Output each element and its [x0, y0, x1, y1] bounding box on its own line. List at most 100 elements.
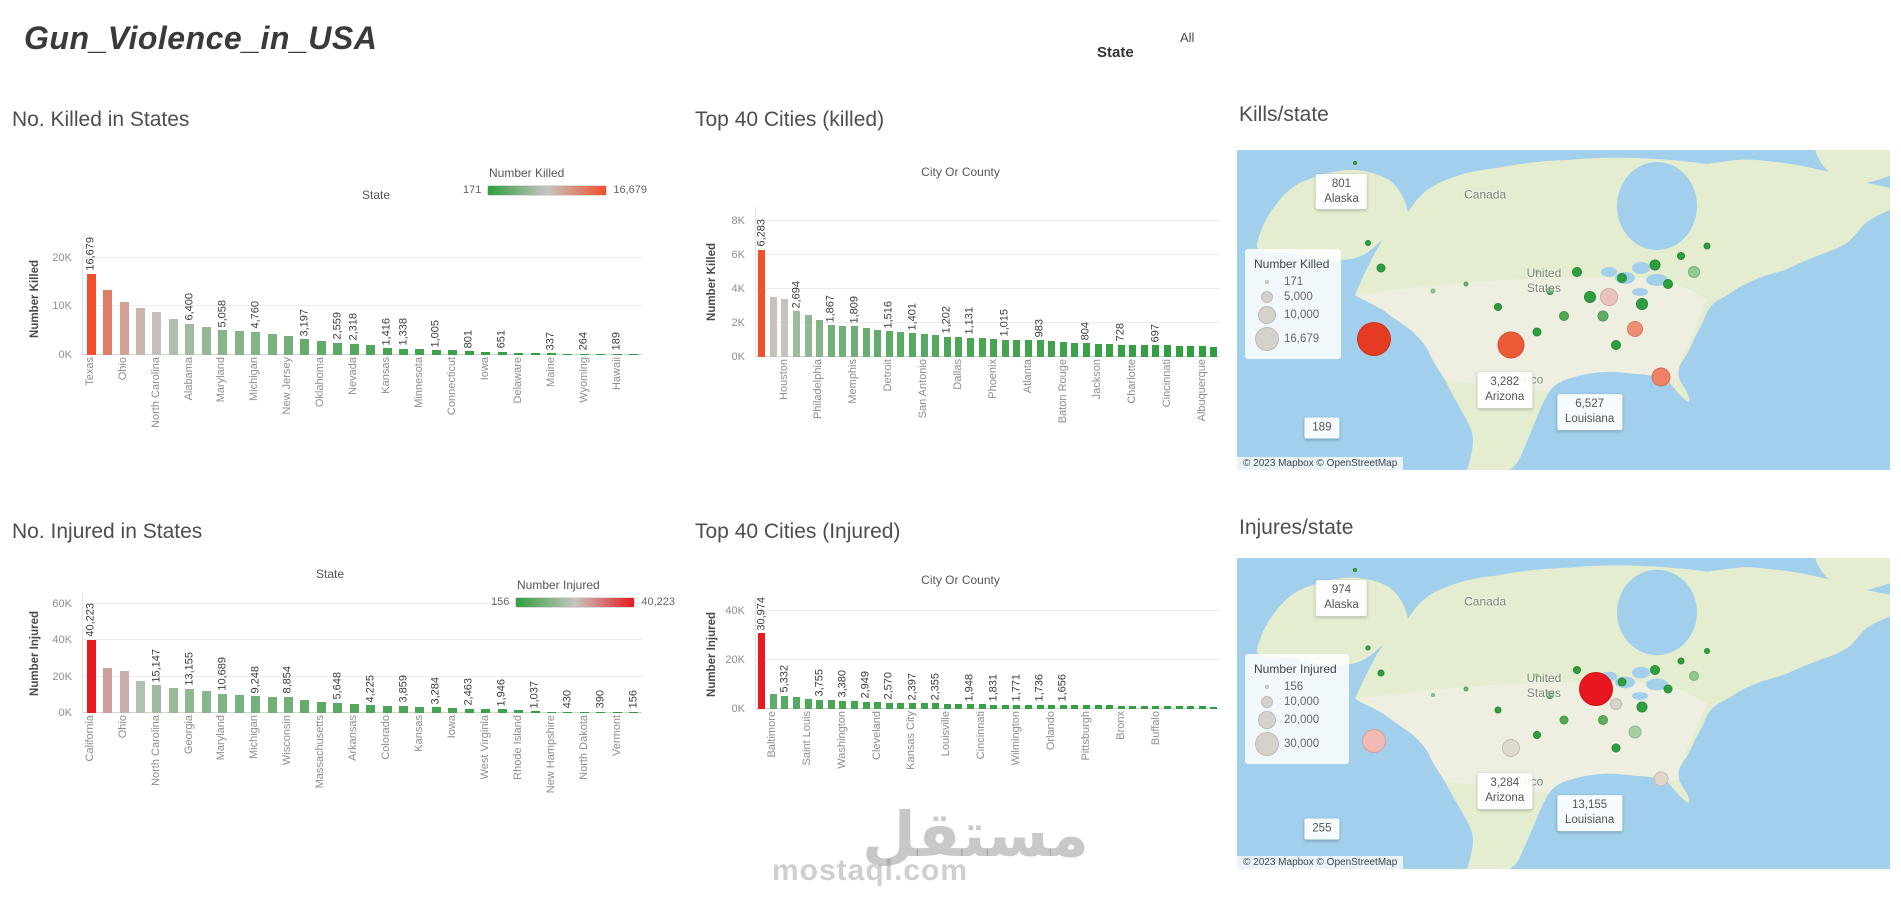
bar-mark[interactable]: [874, 329, 882, 357]
bar-mark[interactable]: [1210, 346, 1218, 357]
map-bubble[interactable]: [1651, 367, 1671, 387]
color-legend[interactable]: Number Injured 156 40,223: [491, 578, 675, 608]
map-bubble[interactable]: [1609, 698, 1622, 711]
bar-mark[interactable]: [218, 693, 228, 713]
bar-mark[interactable]: [382, 705, 392, 713]
bar-mark[interactable]: [316, 701, 326, 713]
bar-mark[interactable]: [1129, 344, 1137, 357]
bar-mark[interactable]: [1152, 345, 1160, 357]
bar-mark[interactable]: [218, 330, 228, 355]
bar-mark[interactable]: [316, 340, 326, 355]
bar-mark[interactable]: [366, 705, 376, 713]
bar-mark[interactable]: [990, 339, 998, 357]
bar-mark[interactable]: [885, 702, 893, 709]
map-bubble[interactable]: [1703, 242, 1711, 250]
bar-mark[interactable]: [349, 703, 359, 713]
bar-mark[interactable]: [530, 353, 540, 355]
bar-mark[interactable]: [234, 694, 244, 713]
map-bubble[interactable]: [1430, 692, 1435, 697]
map-injures[interactable]: CanadaUnitedStatesMexico 974Alaska3,284A…: [1237, 558, 1890, 869]
bar-mark[interactable]: [1140, 705, 1148, 709]
bar-mark[interactable]: [1082, 343, 1090, 357]
bar-mark[interactable]: [827, 325, 835, 357]
state-filter-value[interactable]: All: [1180, 30, 1195, 45]
map-bubble[interactable]: [1636, 701, 1648, 713]
bar-mark[interactable]: [283, 336, 293, 355]
bar-mark[interactable]: [563, 711, 573, 713]
map-bubble[interactable]: [1617, 677, 1627, 687]
bar-mark[interactable]: [546, 353, 556, 355]
map-bubble[interactable]: [1352, 568, 1357, 573]
bar-mark[interactable]: [1071, 342, 1079, 357]
map-bubble[interactable]: [1497, 331, 1525, 359]
bar-mark[interactable]: [415, 706, 425, 713]
bar-mark[interactable]: [839, 325, 847, 357]
map-bubble[interactable]: [1597, 714, 1608, 725]
map-bubble[interactable]: [1559, 715, 1568, 725]
bar-mark[interactable]: [448, 707, 458, 713]
bar-mark[interactable]: [885, 331, 893, 357]
bar-mark[interactable]: [1013, 339, 1021, 357]
bar-mark[interactable]: [1140, 344, 1148, 357]
bar-mark[interactable]: [234, 331, 244, 355]
bar-mark[interactable]: [596, 711, 606, 713]
map-bubble[interactable]: [1572, 665, 1581, 674]
bar-mark[interactable]: [333, 342, 343, 355]
map-kills[interactable]: CanadaUnitedStatesMexico 801Alaska3,282A…: [1237, 150, 1890, 470]
bar-mark[interactable]: [333, 702, 343, 713]
bar-mark[interactable]: [431, 707, 441, 713]
bar-mark[interactable]: [978, 704, 986, 709]
bar-mark[interactable]: [966, 337, 974, 357]
bar-mark[interactable]: [1164, 706, 1172, 709]
bar-mark[interactable]: [943, 703, 951, 709]
bar-mark[interactable]: [464, 708, 474, 713]
bar-mark[interactable]: [629, 711, 639, 713]
bar-mark[interactable]: [851, 326, 859, 357]
bar-mark[interactable]: [168, 687, 178, 713]
map-bubble[interactable]: [1579, 671, 1614, 706]
map-bubble[interactable]: [1628, 725, 1642, 739]
bar-mark[interactable]: [966, 704, 974, 709]
map-bubble[interactable]: [1649, 664, 1660, 675]
bar-mark[interactable]: [793, 311, 801, 357]
map-bubble[interactable]: [1635, 297, 1648, 310]
bar-mark[interactable]: [978, 338, 986, 357]
bar-mark[interactable]: [267, 334, 277, 355]
map-bubble[interactable]: [1677, 251, 1686, 260]
bar-mark[interactable]: [955, 703, 963, 709]
bar-mark[interactable]: [920, 703, 928, 709]
bar-mark[interactable]: [300, 339, 310, 355]
bar-mark[interactable]: [1071, 705, 1079, 709]
map-bubble[interactable]: [1352, 160, 1357, 165]
bar-mark[interactable]: [464, 351, 474, 355]
bar-mark[interactable]: [152, 311, 162, 355]
bar-mark[interactable]: [1187, 706, 1195, 709]
bar-mark[interactable]: [758, 249, 766, 357]
map-bubble[interactable]: [1662, 279, 1673, 290]
map-bubble[interactable]: [1663, 684, 1673, 694]
bar-mark[interactable]: [1024, 340, 1032, 357]
map-bubble[interactable]: [1463, 686, 1469, 692]
bar-mark[interactable]: [119, 301, 129, 355]
bar-mark[interactable]: [897, 702, 905, 709]
bar-mark[interactable]: [251, 331, 261, 355]
bar-mark[interactable]: [514, 710, 524, 713]
bar-mark[interactable]: [920, 334, 928, 357]
bar-mark[interactable]: [103, 668, 113, 713]
map-bubble[interactable]: [1611, 743, 1621, 753]
map-bubble[interactable]: [1430, 288, 1436, 294]
bar-mark[interactable]: [399, 348, 409, 355]
bar-mark[interactable]: [1094, 343, 1102, 357]
bar-mark[interactable]: [932, 703, 940, 709]
bar-mark[interactable]: [201, 691, 211, 713]
bar-mark[interactable]: [152, 685, 162, 713]
bar-mark[interactable]: [530, 711, 540, 713]
bar-mark[interactable]: [1187, 346, 1195, 357]
bar-mark[interactable]: [349, 343, 359, 355]
bar-mark[interactable]: [897, 332, 905, 357]
bar-mark[interactable]: [909, 333, 917, 357]
map-bubble[interactable]: [1494, 302, 1503, 311]
bar-mark[interactable]: [781, 695, 789, 709]
bar-mark[interactable]: [168, 319, 178, 355]
bar-mark[interactable]: [136, 681, 146, 713]
